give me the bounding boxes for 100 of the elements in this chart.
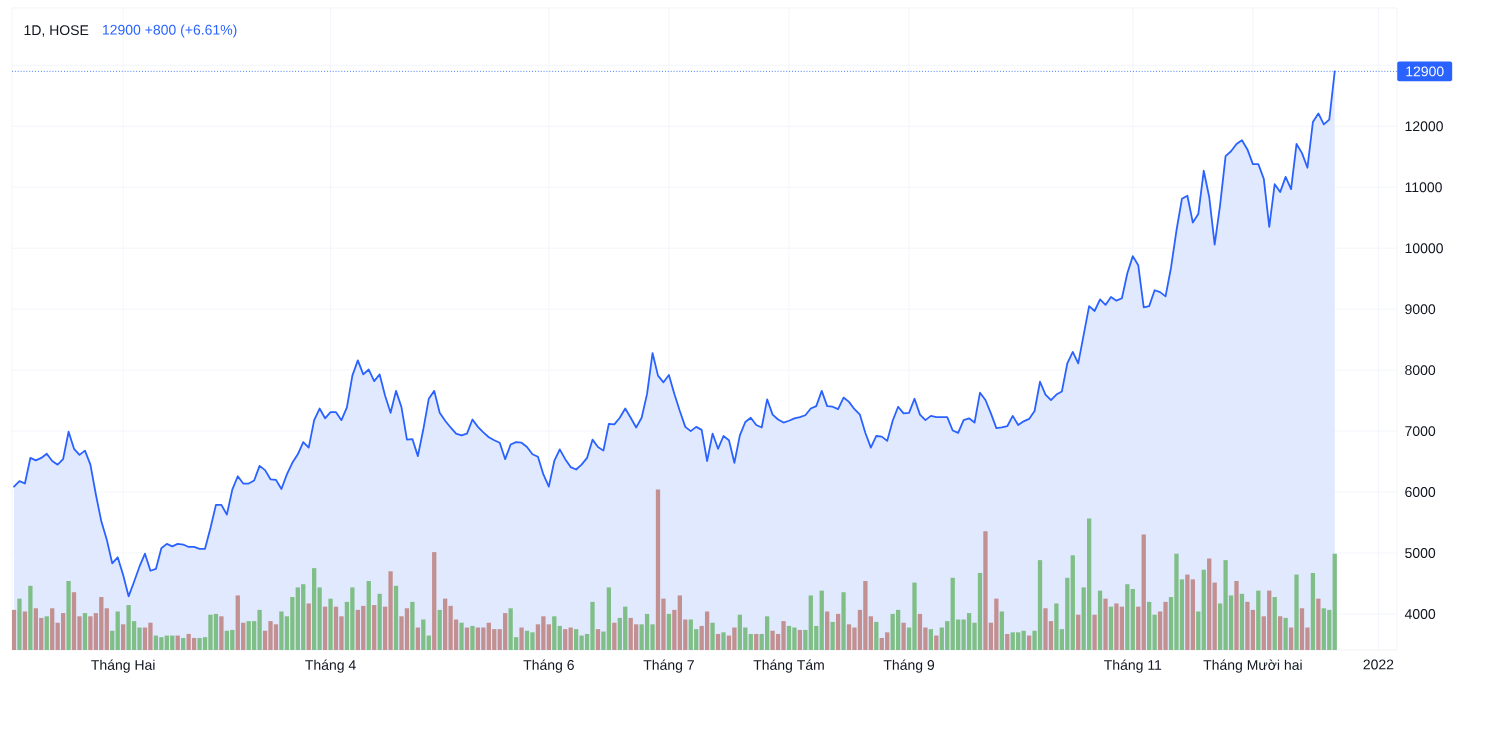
bar — [410, 601, 415, 650]
bar — [715, 633, 721, 650]
text: 12900 +800 (+6.61%) — [102, 24, 237, 38]
bar — [1212, 582, 1217, 650]
bar — [1125, 584, 1130, 650]
bar — [1288, 627, 1294, 650]
x-tick-label: Tháng Hai — [91, 659, 155, 673]
bar — [1070, 555, 1075, 650]
bar — [819, 590, 824, 650]
bar — [710, 622, 715, 650]
bar — [181, 637, 186, 650]
bar — [901, 622, 906, 650]
bar — [104, 608, 109, 650]
bar — [219, 616, 224, 650]
x-tick-label: Tháng 11 — [1104, 659, 1162, 673]
bar — [1103, 598, 1108, 650]
bar — [557, 625, 562, 650]
bar — [110, 630, 115, 650]
bar — [60, 613, 66, 650]
bar — [1092, 614, 1097, 650]
bar — [803, 629, 808, 650]
bar — [377, 593, 382, 650]
x-tick-label: Tháng Tám — [753, 659, 824, 673]
bar — [934, 635, 939, 650]
bar — [121, 624, 126, 650]
bar — [1005, 633, 1010, 650]
y-tick-label: 10000 — [1405, 243, 1443, 254]
x-tick-label: Tháng 6 — [523, 659, 574, 673]
bar — [421, 619, 426, 650]
y-tick-label: 8000 — [1405, 365, 1436, 376]
bar — [552, 616, 557, 650]
bar — [666, 613, 672, 650]
bar — [1283, 617, 1288, 650]
y-tick-label: 11000 — [1405, 182, 1442, 193]
bar — [1130, 589, 1135, 650]
bar — [470, 625, 475, 650]
x-tick-label: Tháng 7 — [643, 659, 694, 673]
bar — [1196, 611, 1201, 650]
bar — [82, 613, 88, 650]
bar — [1239, 593, 1245, 650]
bar — [754, 633, 759, 650]
bar — [12, 609, 17, 650]
bar — [1256, 590, 1261, 650]
bar — [1294, 574, 1299, 650]
bar — [464, 627, 470, 650]
bar — [44, 616, 49, 650]
bar — [66, 580, 71, 650]
bar — [415, 627, 421, 650]
bar — [115, 611, 120, 650]
x-tick-label: Tháng 9 — [883, 659, 935, 673]
bar — [17, 598, 22, 650]
bar — [1136, 606, 1141, 650]
y-tick-label: 6000 — [1405, 487, 1436, 498]
bar — [737, 614, 743, 650]
bar — [928, 629, 934, 650]
y-tick-label: 12000 — [1405, 121, 1443, 132]
bar — [797, 629, 803, 650]
bar — [328, 598, 333, 650]
bar — [835, 613, 841, 650]
bar — [999, 611, 1004, 650]
bar — [426, 635, 431, 650]
bar — [1076, 614, 1081, 650]
bar — [50, 608, 55, 650]
bar — [748, 633, 753, 650]
bar — [1021, 630, 1026, 650]
bar — [1278, 616, 1283, 650]
bar — [432, 552, 437, 650]
bar — [704, 611, 710, 650]
bar — [306, 603, 311, 650]
bar — [895, 609, 901, 650]
bar — [519, 627, 524, 650]
bar — [372, 605, 377, 650]
bar — [175, 635, 180, 650]
bar — [322, 606, 328, 650]
bar — [1272, 597, 1277, 650]
bar — [1108, 606, 1114, 650]
y-tick-label: 5000 — [1405, 548, 1436, 559]
bar — [825, 611, 830, 650]
bar — [563, 629, 568, 650]
bar — [393, 585, 399, 650]
bar — [1207, 558, 1212, 650]
bar — [1201, 569, 1206, 650]
bar — [830, 621, 835, 650]
bar — [1026, 635, 1032, 650]
bar — [1310, 572, 1316, 650]
bar — [28, 585, 33, 650]
ref-line-label: 12900 — [1406, 66, 1444, 77]
bar — [437, 609, 442, 650]
bar — [721, 632, 726, 650]
x-tick-label: Tháng 4 — [305, 659, 356, 673]
bar — [1234, 580, 1239, 650]
bar — [1097, 590, 1103, 650]
y-tick-label: 4000 — [1404, 609, 1436, 619]
bar — [459, 622, 464, 650]
bar — [568, 627, 573, 650]
bar — [1332, 553, 1337, 650]
y-tick-label: 9000 — [1405, 304, 1436, 315]
y-tick-label: 7000 — [1405, 426, 1436, 437]
bar — [1141, 534, 1146, 650]
bar — [366, 580, 371, 650]
